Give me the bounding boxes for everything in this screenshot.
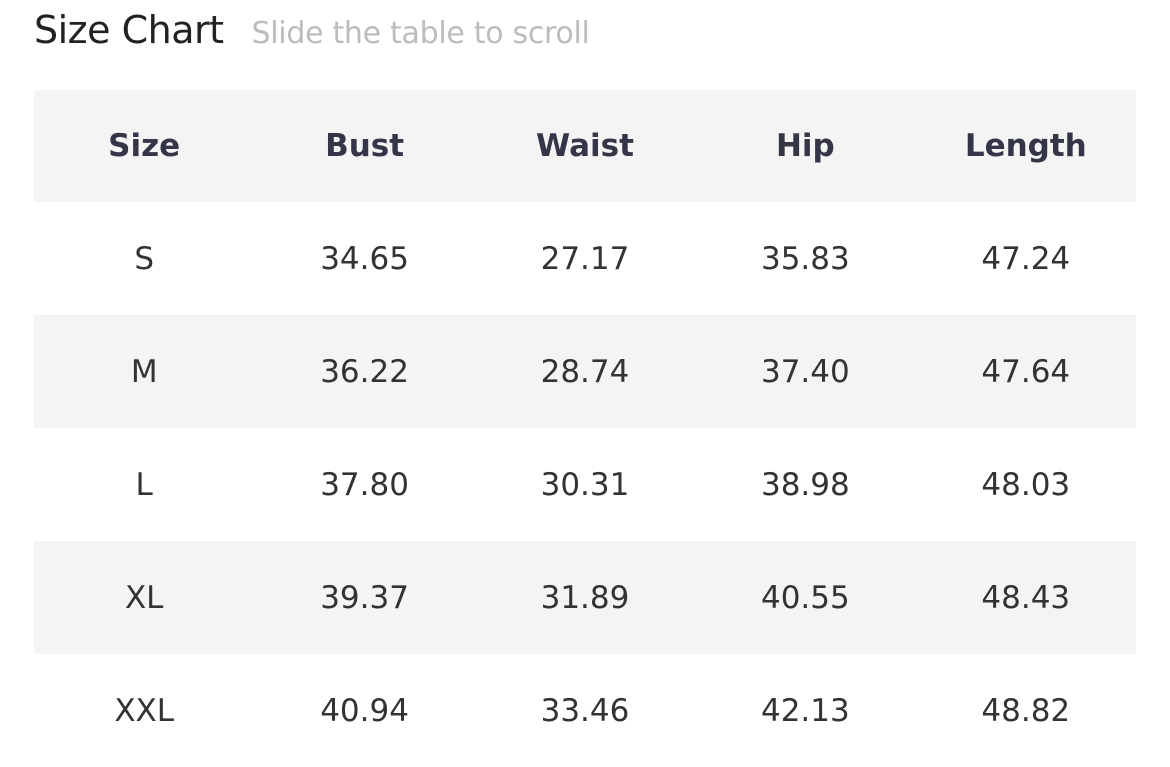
size-chart-table[interactable]: Size Bust Waist Hip Length S 34.65 27.17 35… bbox=[34, 90, 1136, 767]
column-header-bust: Bust bbox=[325, 128, 405, 164]
cell-hip: 38.98 bbox=[760, 466, 850, 503]
scroll-hint: Slide the table to scroll bbox=[251, 16, 590, 51]
cell-length: 47.24 bbox=[981, 240, 1071, 277]
cell-length: 48.82 bbox=[981, 692, 1071, 729]
cell-size: M bbox=[130, 353, 158, 390]
table-header-row: Size Bust Waist Hip Length bbox=[34, 90, 1136, 202]
column-header-waist: Waist bbox=[536, 128, 634, 164]
table-row: M 36.22 28.74 37.40 47.64 bbox=[34, 315, 1136, 428]
cell-length: 48.03 bbox=[981, 466, 1071, 503]
cell-waist: 31.89 bbox=[540, 579, 630, 616]
cell-bust: 34.65 bbox=[320, 240, 409, 277]
cell-hip: 37.40 bbox=[760, 353, 850, 390]
column-header-hip: Hip bbox=[775, 128, 835, 164]
cell-size: L bbox=[135, 466, 153, 503]
table-row: S 34.65 27.17 35.83 47.24 bbox=[34, 202, 1136, 315]
cell-bust: 37.80 bbox=[320, 466, 409, 503]
cell-length: 48.43 bbox=[981, 579, 1071, 616]
cell-bust: 36.22 bbox=[320, 353, 409, 390]
cell-hip: 35.83 bbox=[760, 240, 850, 277]
cell-waist: 33.46 bbox=[540, 692, 630, 729]
cell-hip: 42.13 bbox=[760, 692, 850, 729]
cell-waist: 30.31 bbox=[540, 466, 630, 503]
cell-waist: 28.74 bbox=[540, 353, 630, 390]
size-chart-header: Size Chart Slide the table to scroll bbox=[34, 8, 590, 52]
cell-length: 47.64 bbox=[981, 353, 1071, 390]
cell-waist: 27.17 bbox=[540, 240, 630, 277]
table-row: L 37.80 30.31 38.98 48.03 bbox=[34, 428, 1136, 541]
cell-bust: 39.37 bbox=[320, 579, 409, 616]
column-header-size: Size bbox=[108, 128, 181, 164]
cell-size: XXL bbox=[114, 692, 175, 729]
page-title: Size Chart bbox=[34, 8, 224, 52]
cell-size: XL bbox=[124, 579, 164, 616]
table-row: XL 39.37 31.89 40.55 48.43 bbox=[34, 541, 1136, 654]
cell-size: S bbox=[134, 240, 155, 277]
column-header-length: Length bbox=[964, 128, 1087, 164]
table-row: XXL 40.94 33.46 42.13 48.82 bbox=[34, 654, 1136, 767]
cell-bust: 40.94 bbox=[320, 692, 409, 729]
cell-hip: 40.55 bbox=[760, 579, 850, 616]
